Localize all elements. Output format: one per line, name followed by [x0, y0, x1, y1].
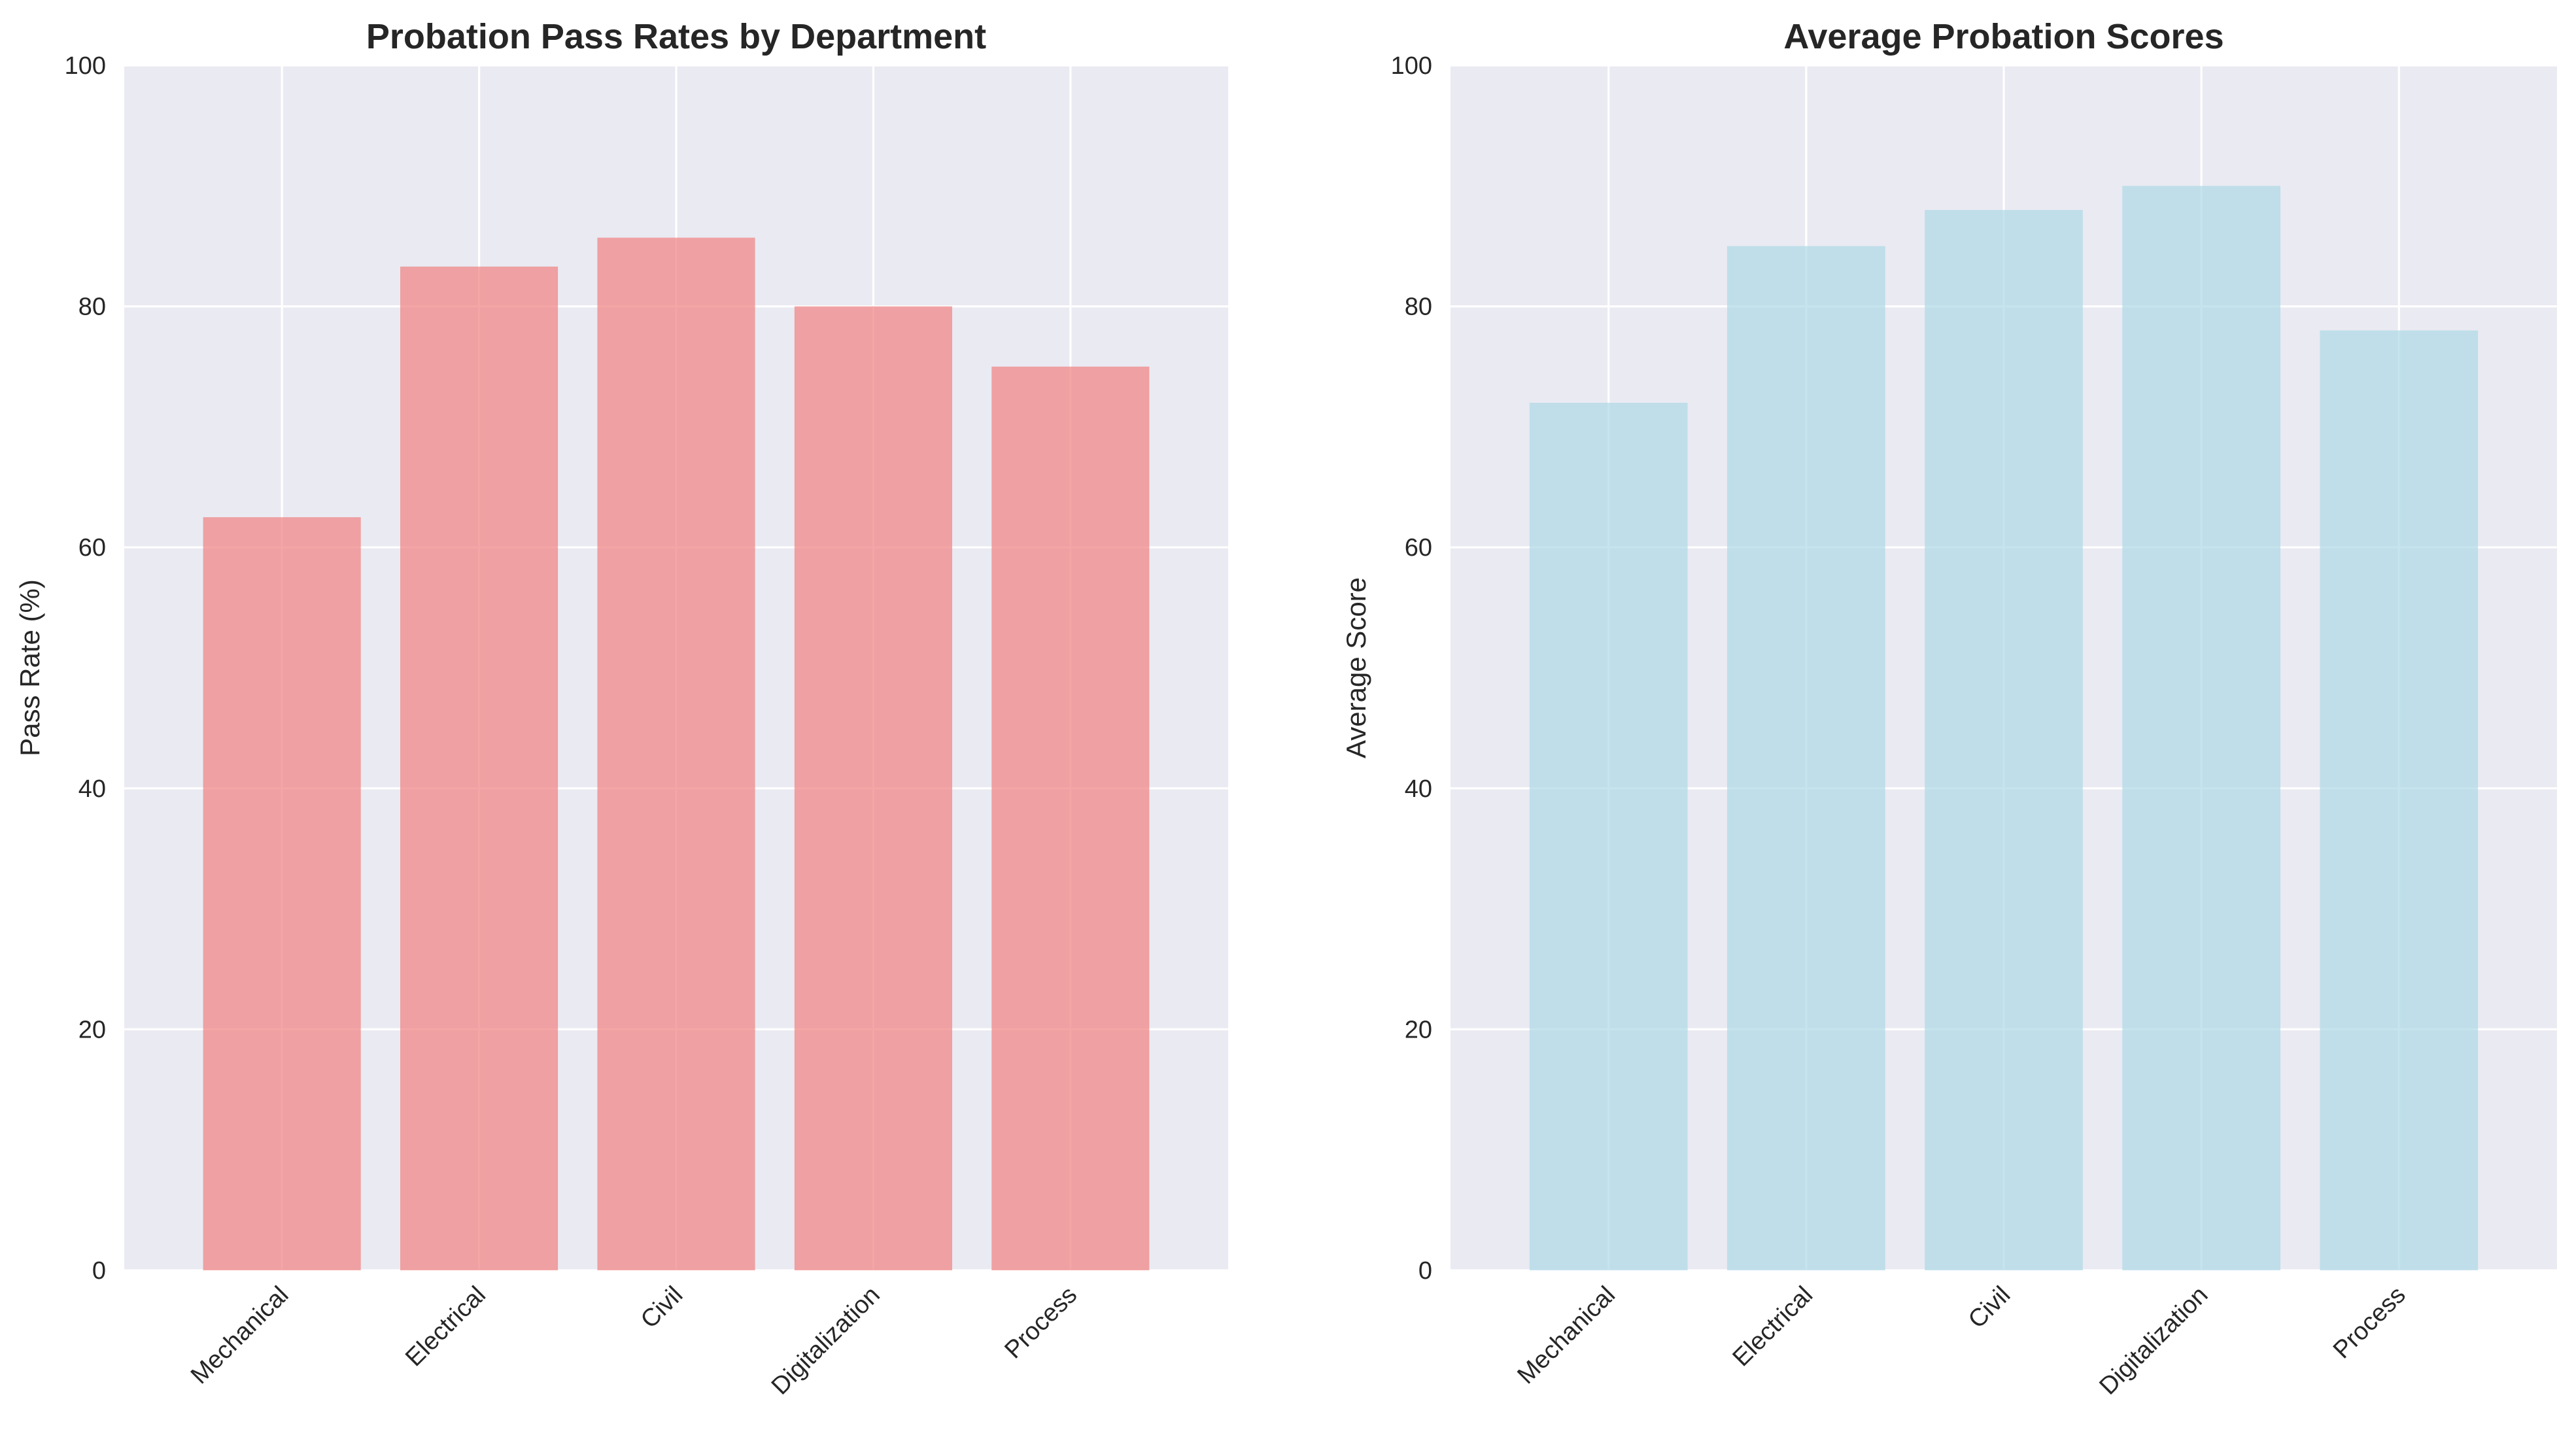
y-tick-label: 60	[78, 534, 106, 562]
y-tick-label: 60	[1405, 534, 1432, 562]
bar-mechanical	[203, 517, 361, 1270]
bar-civil	[1925, 210, 2083, 1270]
y-tick-label: 20	[78, 1016, 106, 1043]
y-tick-label: 80	[1405, 294, 1432, 321]
bar-digitalization	[794, 306, 952, 1271]
bar-digitalization	[2122, 186, 2280, 1270]
y-axis-label: Average Score	[1341, 577, 1371, 758]
y-tick-label: 40	[78, 775, 106, 803]
bar-process	[2320, 330, 2479, 1271]
chart-pass-rates: Probation Pass Rates by Department Pass …	[14, 17, 1228, 1400]
y-tick-label: 100	[1391, 52, 1432, 80]
y-tick-label: 80	[78, 294, 106, 321]
bar-mechanical	[1529, 403, 1688, 1270]
chart-average-scores: Average Probation Scores Average Score 0…	[1341, 17, 2557, 1400]
bar-electrical	[400, 266, 558, 1270]
bar-process	[991, 366, 1150, 1270]
y-tick-label: 100	[65, 52, 106, 80]
chart-title: Probation Pass Rates by Department	[366, 17, 986, 56]
y-tick-label: 40	[1405, 775, 1432, 803]
y-tick-label: 0	[1418, 1257, 1432, 1285]
y-axis-label: Pass Rate (%)	[14, 579, 45, 756]
bar-civil	[597, 237, 755, 1270]
y-tick-label: 0	[92, 1257, 106, 1285]
chart-title: Average Probation Scores	[1783, 17, 2224, 56]
y-tick-label: 20	[1405, 1016, 1432, 1043]
bar-electrical	[1727, 246, 1885, 1271]
